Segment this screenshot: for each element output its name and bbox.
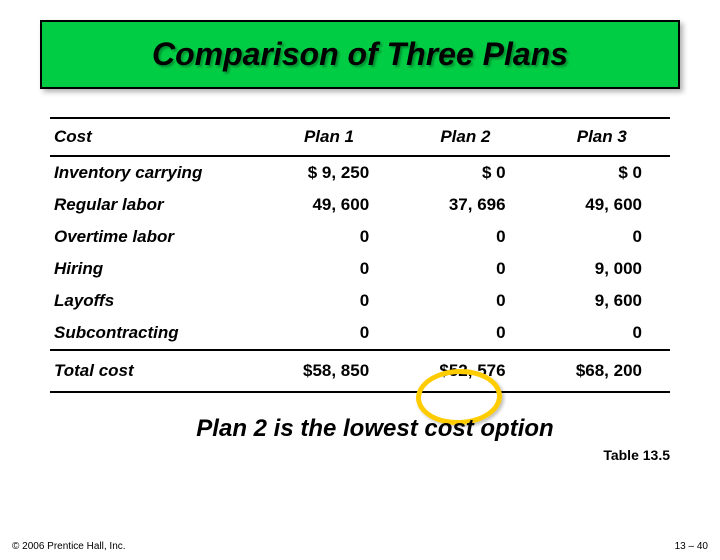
table-row: Subcontracting 0 0 0 bbox=[50, 317, 670, 350]
table-reference-label: Table 13.5 bbox=[603, 447, 670, 463]
comparison-table: Cost Plan 1 Plan 2 Plan 3 Inventory carr… bbox=[50, 117, 670, 393]
row-label: Hiring bbox=[50, 253, 261, 285]
row-label: Layoffs bbox=[50, 285, 261, 317]
cell-p3: $ 0 bbox=[534, 156, 670, 189]
cell-p2: 0 bbox=[397, 253, 533, 285]
cell-p3: 9, 000 bbox=[534, 253, 670, 285]
cell-p2: 37, 696 bbox=[397, 189, 533, 221]
conclusion-text: Plan 2 is the lowest cost option bbox=[50, 415, 670, 443]
cell-p1: 0 bbox=[261, 317, 397, 350]
copyright-text: © 2006 Prentice Hall, Inc. bbox=[12, 541, 126, 552]
header-plan2: Plan 2 bbox=[397, 118, 533, 156]
row-label: Overtime labor bbox=[50, 221, 261, 253]
cell-p3: 0 bbox=[534, 221, 670, 253]
cell-p1: 49, 600 bbox=[261, 189, 397, 221]
cell-p2: $ 0 bbox=[397, 156, 533, 189]
title-banner: Comparison of Three Plans bbox=[40, 20, 680, 89]
cell-p2: 0 bbox=[397, 317, 533, 350]
row-label: Subcontracting bbox=[50, 317, 261, 350]
cell-p3: 0 bbox=[534, 317, 670, 350]
table-row: Hiring 0 0 9, 000 bbox=[50, 253, 670, 285]
total-p1: $58, 850 bbox=[261, 350, 397, 392]
cell-p3: 9, 600 bbox=[534, 285, 670, 317]
table-row: Regular labor 49, 600 37, 696 49, 600 bbox=[50, 189, 670, 221]
cell-p2: 0 bbox=[397, 221, 533, 253]
table-total-row: Total cost $58, 850 $52, 576 $68, 200 bbox=[50, 350, 670, 392]
table-row: Layoffs 0 0 9, 600 bbox=[50, 285, 670, 317]
page-number: 13 – 40 bbox=[675, 541, 708, 552]
header-plan3: Plan 3 bbox=[534, 118, 670, 156]
table-row: Overtime labor 0 0 0 bbox=[50, 221, 670, 253]
conclusion-region: Plan 2 is the lowest cost option Table 1… bbox=[50, 415, 670, 443]
table-row: Inventory carrying $ 9, 250 $ 0 $ 0 bbox=[50, 156, 670, 189]
total-p3: $68, 200 bbox=[534, 350, 670, 392]
row-label: Regular labor bbox=[50, 189, 261, 221]
row-label: Inventory carrying bbox=[50, 156, 261, 189]
cell-p1: 0 bbox=[261, 253, 397, 285]
total-label: Total cost bbox=[50, 350, 261, 392]
cell-p2: 0 bbox=[397, 285, 533, 317]
cell-p1: $ 9, 250 bbox=[261, 156, 397, 189]
cell-p1: 0 bbox=[261, 221, 397, 253]
header-plan1: Plan 1 bbox=[261, 118, 397, 156]
total-p2: $52, 576 bbox=[397, 350, 533, 392]
table-header-row: Cost Plan 1 Plan 2 Plan 3 bbox=[50, 118, 670, 156]
page-title: Comparison of Three Plans bbox=[52, 36, 668, 73]
cell-p1: 0 bbox=[261, 285, 397, 317]
comparison-table-region: Cost Plan 1 Plan 2 Plan 3 Inventory carr… bbox=[50, 117, 670, 393]
cell-p3: 49, 600 bbox=[534, 189, 670, 221]
header-cost: Cost bbox=[50, 118, 261, 156]
